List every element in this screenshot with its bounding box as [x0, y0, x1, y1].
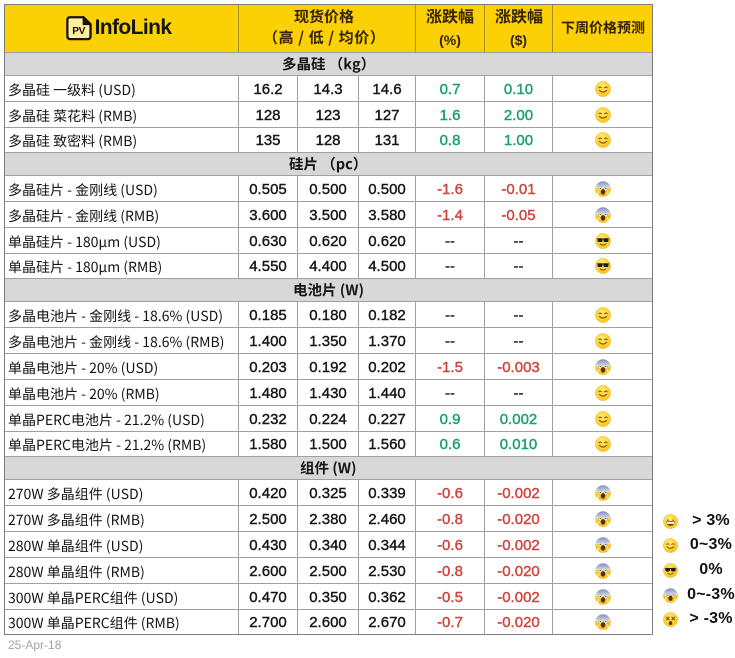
svg-text:PV: PV [72, 26, 85, 37]
